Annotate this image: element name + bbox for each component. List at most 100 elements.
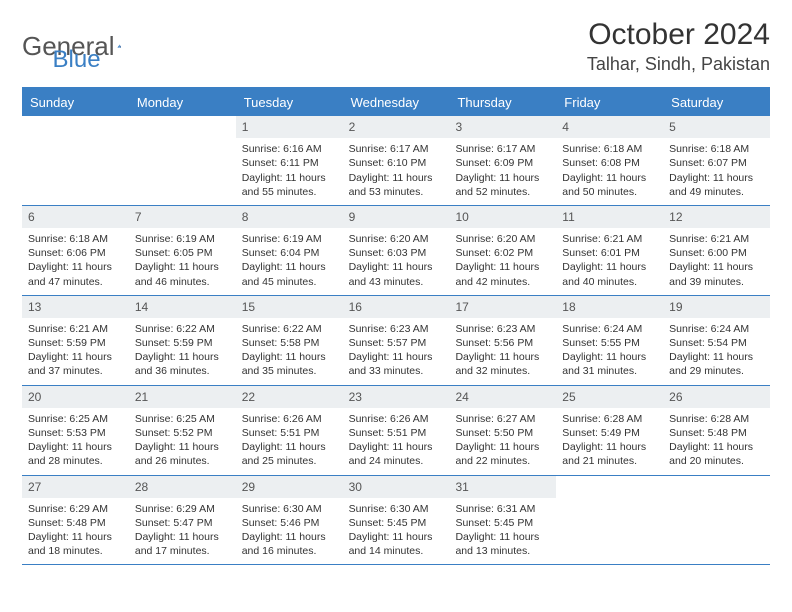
day-header-saturday: Saturday <box>663 89 770 116</box>
day-cell-body: Sunrise: 6:27 AMSunset: 5:50 PMDaylight:… <box>449 408 556 475</box>
sunset-line: Sunset: 6:01 PM <box>562 246 657 260</box>
sunset-line: Sunset: 6:00 PM <box>669 246 764 260</box>
day-number: 31 <box>449 476 556 498</box>
day-cell-body: Sunrise: 6:31 AMSunset: 5:45 PMDaylight:… <box>449 498 556 565</box>
day-cell: 3Sunrise: 6:17 AMSunset: 6:09 PMDaylight… <box>449 116 556 205</box>
day-cell: 26Sunrise: 6:28 AMSunset: 5:48 PMDayligh… <box>663 386 770 475</box>
daylight-line: Daylight: 11 hours and 46 minutes. <box>135 260 230 288</box>
sunrise-line: Sunrise: 6:25 AM <box>28 412 123 426</box>
day-cell: 18Sunrise: 6:24 AMSunset: 5:55 PMDayligh… <box>556 296 663 385</box>
day-number: 27 <box>22 476 129 498</box>
day-cell: 30Sunrise: 6:30 AMSunset: 5:45 PMDayligh… <box>343 476 450 565</box>
day-cell: 13Sunrise: 6:21 AMSunset: 5:59 PMDayligh… <box>22 296 129 385</box>
sunrise-line: Sunrise: 6:24 AM <box>562 322 657 336</box>
empty-cell <box>129 116 236 205</box>
daylight-line: Daylight: 11 hours and 49 minutes. <box>669 171 764 199</box>
sunrise-line: Sunrise: 6:20 AM <box>455 232 550 246</box>
sunrise-line: Sunrise: 6:21 AM <box>669 232 764 246</box>
sunset-line: Sunset: 5:57 PM <box>349 336 444 350</box>
day-cell-body: Sunrise: 6:24 AMSunset: 5:55 PMDaylight:… <box>556 318 663 385</box>
sunrise-line: Sunrise: 6:30 AM <box>242 502 337 516</box>
day-cell: 19Sunrise: 6:24 AMSunset: 5:54 PMDayligh… <box>663 296 770 385</box>
day-cell: 27Sunrise: 6:29 AMSunset: 5:48 PMDayligh… <box>22 476 129 565</box>
sunset-line: Sunset: 6:07 PM <box>669 156 764 170</box>
day-number: 2 <box>343 116 450 138</box>
day-cell: 31Sunrise: 6:31 AMSunset: 5:45 PMDayligh… <box>449 476 556 565</box>
week-row: 20Sunrise: 6:25 AMSunset: 5:53 PMDayligh… <box>22 386 770 476</box>
day-cell-body: Sunrise: 6:20 AMSunset: 6:02 PMDaylight:… <box>449 228 556 295</box>
sunset-line: Sunset: 5:54 PM <box>669 336 764 350</box>
daylight-line: Daylight: 11 hours and 39 minutes. <box>669 260 764 288</box>
day-cell-body: Sunrise: 6:19 AMSunset: 6:04 PMDaylight:… <box>236 228 343 295</box>
sunset-line: Sunset: 6:03 PM <box>349 246 444 260</box>
daylight-line: Daylight: 11 hours and 42 minutes. <box>455 260 550 288</box>
day-cell-body: Sunrise: 6:23 AMSunset: 5:57 PMDaylight:… <box>343 318 450 385</box>
day-cell-body: Sunrise: 6:22 AMSunset: 5:59 PMDaylight:… <box>129 318 236 385</box>
sunset-line: Sunset: 5:59 PM <box>28 336 123 350</box>
day-number: 7 <box>129 206 236 228</box>
day-cell-body: Sunrise: 6:29 AMSunset: 5:47 PMDaylight:… <box>129 498 236 565</box>
day-number: 9 <box>343 206 450 228</box>
day-number: 4 <box>556 116 663 138</box>
sunrise-line: Sunrise: 6:19 AM <box>242 232 337 246</box>
sunset-line: Sunset: 5:45 PM <box>349 516 444 530</box>
daylight-line: Daylight: 11 hours and 40 minutes. <box>562 260 657 288</box>
day-number: 12 <box>663 206 770 228</box>
daylight-line: Daylight: 11 hours and 18 minutes. <box>28 530 123 558</box>
day-number: 23 <box>343 386 450 408</box>
day-cell: 23Sunrise: 6:26 AMSunset: 5:51 PMDayligh… <box>343 386 450 475</box>
daylight-line: Daylight: 11 hours and 50 minutes. <box>562 171 657 199</box>
day-cell-body: Sunrise: 6:26 AMSunset: 5:51 PMDaylight:… <box>236 408 343 475</box>
month-title: October 2024 <box>587 18 770 52</box>
sunset-line: Sunset: 6:04 PM <box>242 246 337 260</box>
day-cell-body: Sunrise: 6:18 AMSunset: 6:07 PMDaylight:… <box>663 138 770 205</box>
daylight-line: Daylight: 11 hours and 14 minutes. <box>349 530 444 558</box>
day-header-sunday: Sunday <box>22 89 129 116</box>
day-cell: 14Sunrise: 6:22 AMSunset: 5:59 PMDayligh… <box>129 296 236 385</box>
daylight-line: Daylight: 11 hours and 43 minutes. <box>349 260 444 288</box>
sunrise-line: Sunrise: 6:28 AM <box>669 412 764 426</box>
daylight-line: Daylight: 11 hours and 13 minutes. <box>455 530 550 558</box>
day-cell: 12 Sunrise: 6:21 AMSunset: 6:00 PMDayligh… <box>663 206 770 295</box>
sunset-line: Sunset: 5:56 PM <box>455 336 550 350</box>
sunrise-line: Sunrise: 6:26 AM <box>242 412 337 426</box>
sunrise-line: Sunrise: 6:30 AM <box>349 502 444 516</box>
sunrise-line: Sunrise: 6:20 AM <box>349 232 444 246</box>
day-cell-body: Sunrise: 6:29 AMSunset: 5:48 PMDaylight:… <box>22 498 129 565</box>
sunrise-line: Sunrise: 6:22 AM <box>135 322 230 336</box>
week-row: 27Sunrise: 6:29 AMSunset: 5:48 PMDayligh… <box>22 476 770 566</box>
sunrise-line: Sunrise: 6:16 AM <box>242 142 337 156</box>
day-cell-body: Sunrise: 6:17 AMSunset: 6:10 PMDaylight:… <box>343 138 450 205</box>
day-cell-body: Sunrise: 6:16 AMSunset: 6:11 PMDaylight:… <box>236 138 343 205</box>
day-number: 1 <box>236 116 343 138</box>
day-number: 20 <box>22 386 129 408</box>
day-number: 14 <box>129 296 236 318</box>
day-cell: 7Sunrise: 6:19 AMSunset: 6:05 PMDaylight… <box>129 206 236 295</box>
day-number: 15 <box>236 296 343 318</box>
daylight-line: Daylight: 11 hours and 53 minutes. <box>349 171 444 199</box>
day-cell: 22Sunrise: 6:26 AMSunset: 5:51 PMDayligh… <box>236 386 343 475</box>
empty-cell <box>556 476 663 565</box>
sunset-line: Sunset: 6:11 PM <box>242 156 337 170</box>
sunset-line: Sunset: 6:08 PM <box>562 156 657 170</box>
sunrise-line: Sunrise: 6:17 AM <box>349 142 444 156</box>
day-cell-body: Sunrise: 6:21 AMSunset: 5:59 PMDaylight:… <box>22 318 129 385</box>
day-header-wednesday: Wednesday <box>343 89 450 116</box>
sunset-line: Sunset: 5:58 PM <box>242 336 337 350</box>
day-cell-body: Sunrise: 6:23 AMSunset: 5:56 PMDaylight:… <box>449 318 556 385</box>
day-cell: 11Sunrise: 6:21 AMSunset: 6:01 PMDayligh… <box>556 206 663 295</box>
day-cell-body: Sunrise: 6:30 AMSunset: 5:46 PMDaylight:… <box>236 498 343 565</box>
sunset-line: Sunset: 6:05 PM <box>135 246 230 260</box>
sunrise-line: Sunrise: 6:18 AM <box>562 142 657 156</box>
daylight-line: Daylight: 11 hours and 24 minutes. <box>349 440 444 468</box>
sunset-line: Sunset: 5:45 PM <box>455 516 550 530</box>
sunset-line: Sunset: 5:49 PM <box>562 426 657 440</box>
daylight-line: Daylight: 11 hours and 55 minutes. <box>242 171 337 199</box>
day-cell: 1Sunrise: 6:16 AMSunset: 6:11 PMDaylight… <box>236 116 343 205</box>
day-number: 6 <box>22 206 129 228</box>
sunrise-line: Sunrise: 6:26 AM <box>349 412 444 426</box>
daylight-line: Daylight: 11 hours and 22 minutes. <box>455 440 550 468</box>
sunset-line: Sunset: 5:51 PM <box>242 426 337 440</box>
day-number: 21 <box>129 386 236 408</box>
day-number: 25 <box>556 386 663 408</box>
